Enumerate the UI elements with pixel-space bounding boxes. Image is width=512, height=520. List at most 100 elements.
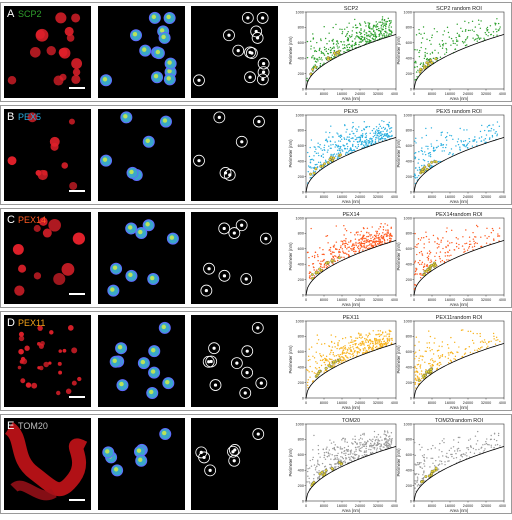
data-point [309,482,311,484]
data-point [388,333,391,335]
data-point [325,264,327,267]
data-point [441,341,444,343]
data-point [386,20,389,23]
data-point [477,19,480,21]
plot-random: SCP2 random ROI0800016000240003200040000… [394,3,509,103]
data-point [448,153,450,155]
roi-center [212,346,216,350]
y-axis-label: Perimeter (nm) [288,345,293,374]
roi-point [332,360,336,364]
data-point [358,126,360,128]
x-tick-label: 40000 [391,298,398,302]
data-point [375,132,377,134]
data-point [351,353,353,356]
roi-outline [193,74,205,87]
roi-center [240,140,244,144]
data-point [352,341,354,343]
data-point [317,461,319,463]
panel-row-b: BPEX5PEX50800016000240003200040000020040… [0,105,512,205]
data-point [308,155,311,158]
data-point [346,351,348,354]
data-point [459,450,461,452]
data-point [324,48,326,51]
data-point [390,330,392,333]
data-point [347,37,349,39]
data-point [324,159,327,162]
data-point [334,466,336,468]
puncta [12,243,24,255]
tubule [4,422,88,497]
data-point [355,231,358,233]
data-point [376,341,379,343]
data-point [423,32,426,35]
data-point [414,487,416,489]
data-point [371,141,373,143]
data-point [420,272,422,275]
data-point [419,239,422,241]
circle-reference-curve [413,137,505,193]
data-point [324,139,327,142]
y-tick-label: 800 [298,335,304,339]
data-point [354,238,357,240]
puncta [71,74,81,84]
data-point [356,129,358,131]
micrograph-canvas [17,325,82,396]
y-tick-label: 600 [406,247,412,251]
data-point [327,242,329,244]
y-tick-label: 400 [298,57,304,61]
outline-canvas [195,428,265,477]
data-point [326,235,329,237]
data-point [330,465,333,467]
data-point [375,333,377,336]
roi-point [314,65,317,69]
data-point [346,39,349,41]
data-point [365,239,368,241]
data-point [337,446,339,449]
data-point [478,448,480,451]
data-point [472,37,474,39]
data-point [422,474,424,476]
roi-point [323,162,326,166]
data-point [381,29,383,31]
data-point [308,481,310,483]
data-point [323,454,326,456]
data-point [334,364,336,366]
data-point [321,266,323,269]
data-point [447,460,449,462]
data-point [363,451,366,454]
data-point [318,49,320,52]
roi-center [259,381,263,385]
data-point [378,237,380,239]
data-point [372,26,374,28]
data-point [471,29,474,31]
data-point [366,454,368,456]
data-point [471,145,474,147]
x-axis-label: Area (nm) [342,96,361,101]
data-point [493,239,495,242]
plot-title: TOM20 [342,418,360,424]
data-point [379,447,381,450]
data-point [365,237,367,240]
data-point [307,470,309,473]
data-point [473,342,475,344]
data-point [322,156,325,158]
data-point [387,232,389,235]
data-point [494,444,497,446]
data-point [451,352,454,354]
data-point [358,448,360,450]
data-point [347,30,349,33]
data-point [344,153,347,156]
roi-point [318,267,322,271]
data-point [350,452,352,454]
roi-center [204,288,208,293]
data-point [308,477,310,480]
data-point [472,238,475,240]
data-point [464,30,467,32]
data-point [496,34,498,36]
data-point [441,47,444,49]
data-point [336,462,339,464]
data-point [493,129,495,131]
data-point [334,155,337,157]
data-point [307,359,310,362]
roi-core [142,47,147,52]
